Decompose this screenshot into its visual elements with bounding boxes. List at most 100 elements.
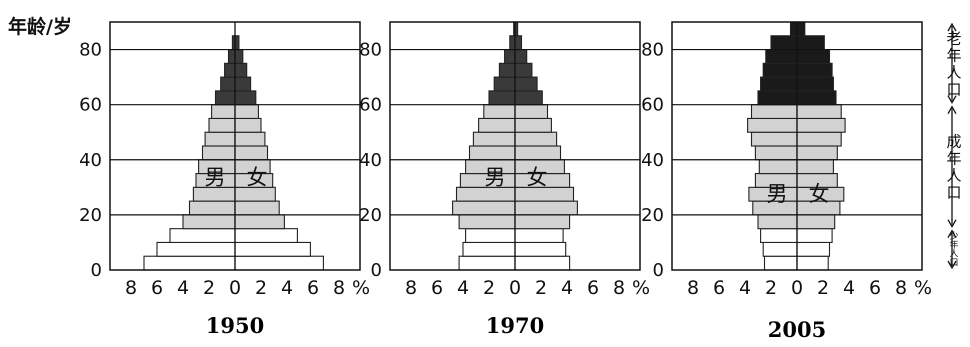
male-bar-80-85 <box>509 35 516 51</box>
female-bar-50-55 <box>234 117 262 133</box>
x-unit-label: % <box>352 277 370 299</box>
female-bar-20-25 <box>514 200 578 216</box>
panel-year-title: 1970 <box>486 313 544 338</box>
female-bar-60-65 <box>796 90 837 106</box>
male-bar-15-20 <box>757 214 798 230</box>
male-bar-60-65 <box>757 90 798 106</box>
x-tick-label: 0 <box>791 277 803 299</box>
x-tick-label: 8 <box>613 277 625 299</box>
male-bar-75-80 <box>765 49 798 64</box>
x-tick-label: 2 <box>765 277 777 299</box>
male-bar-15-20 <box>182 214 236 230</box>
bracket-arrow-up <box>947 229 957 238</box>
panel-year-title: 2005 <box>768 317 826 342</box>
x-tick-label: 2 <box>255 277 267 299</box>
male-bar-45-50 <box>472 131 516 147</box>
y-tick-label: 60 <box>641 95 664 116</box>
male-bar-0-5 <box>143 255 236 271</box>
bracket-arrow-down <box>947 260 957 270</box>
bracket-arrow-up <box>947 105 957 114</box>
y-tick-label: 80 <box>359 40 382 61</box>
female-bar-5-10 <box>796 241 831 257</box>
female-bar-15-20 <box>234 214 285 230</box>
x-tick-label: 2 <box>817 277 829 299</box>
age-group-label-old: 老年人口 <box>946 29 961 98</box>
male-bar-5-10 <box>462 241 516 257</box>
male-bar-60-65 <box>214 90 236 106</box>
x-unit-label: % <box>632 277 650 299</box>
bracket-arrow-up <box>947 22 957 32</box>
male-label: 男 <box>767 182 788 206</box>
male-bar-20-25 <box>452 200 516 216</box>
female-bar-10-15 <box>234 228 298 243</box>
y-tick-label: 40 <box>79 150 102 171</box>
male-bar-60-65 <box>488 90 516 106</box>
female-bar-40-45 <box>514 145 562 161</box>
female-bar-75-80 <box>796 49 831 64</box>
female-bar-0-5 <box>234 255 324 271</box>
x-tick-label: 4 <box>457 277 469 299</box>
x-tick-label: 6 <box>713 277 725 299</box>
male-label: 男 <box>205 166 226 190</box>
x-tick-label: 8 <box>125 277 137 299</box>
x-tick-label: 4 <box>177 277 189 299</box>
bars-1950 <box>143 35 324 271</box>
male-bar-85-90 <box>789 21 798 37</box>
bars-2005 <box>747 21 846 271</box>
bracket-arrow-down <box>947 95 957 104</box>
y-tick-label: 0 <box>653 260 664 281</box>
female-bar-65-70 <box>234 76 252 92</box>
male-bar-10-15 <box>465 228 516 243</box>
female-bar-65-70 <box>514 76 538 92</box>
female-bar-5-10 <box>234 241 311 257</box>
female-bar-40-45 <box>796 145 838 161</box>
male-bar-35-40 <box>758 159 798 175</box>
y-axis-title: 年龄/岁 <box>8 15 72 38</box>
female-bar-80-85 <box>796 35 825 51</box>
male-bar-55-60 <box>750 104 798 119</box>
x-tick-label: 6 <box>869 277 881 299</box>
female-label: 女 <box>809 182 830 206</box>
y-tick-label: 0 <box>91 260 102 281</box>
male-bar-45-50 <box>750 131 798 147</box>
female-bar-65-70 <box>796 76 834 92</box>
female-bar-45-50 <box>514 131 558 147</box>
female-bar-55-60 <box>796 104 842 119</box>
female-bar-80-85 <box>514 35 523 51</box>
female-bar-45-50 <box>796 131 842 147</box>
x-tick-label: 4 <box>281 277 293 299</box>
male-bar-40-45 <box>201 145 236 161</box>
male-bar-80-85 <box>770 35 798 51</box>
x-tick-label: 8 <box>895 277 907 299</box>
male-bar-55-60 <box>211 104 236 119</box>
y-tick-label: 60 <box>79 95 102 116</box>
x-tick-label: 8 <box>405 277 417 299</box>
male-bar-15-20 <box>458 214 516 230</box>
x-tick-label: 8 <box>333 277 345 299</box>
y-tick-label: 40 <box>641 150 664 171</box>
y-tick-label: 20 <box>641 205 664 226</box>
x-tick-label: 8 <box>687 277 699 299</box>
female-bar-60-65 <box>514 90 543 106</box>
female-bar-0-5 <box>796 255 829 271</box>
male-bar-75-80 <box>504 49 516 64</box>
male-bar-40-45 <box>754 145 798 161</box>
male-bar-50-55 <box>478 117 516 133</box>
female-label: 女 <box>247 166 268 190</box>
female-bar-50-55 <box>796 117 846 133</box>
male-bar-10-15 <box>760 228 798 243</box>
female-bar-40-45 <box>234 145 269 161</box>
male-bar-50-55 <box>747 117 798 133</box>
panel-year-title: 1950 <box>206 313 264 338</box>
male-bar-70-75 <box>224 62 236 78</box>
male-bar-50-55 <box>208 117 236 133</box>
male-bar-0-5 <box>458 255 516 271</box>
y-tick-label: 80 <box>641 40 664 61</box>
male-bar-70-75 <box>762 62 798 78</box>
female-bar-10-15 <box>514 228 564 243</box>
female-bar-60-65 <box>234 90 257 106</box>
age-group-label-adult: 成年人口 <box>946 133 961 202</box>
